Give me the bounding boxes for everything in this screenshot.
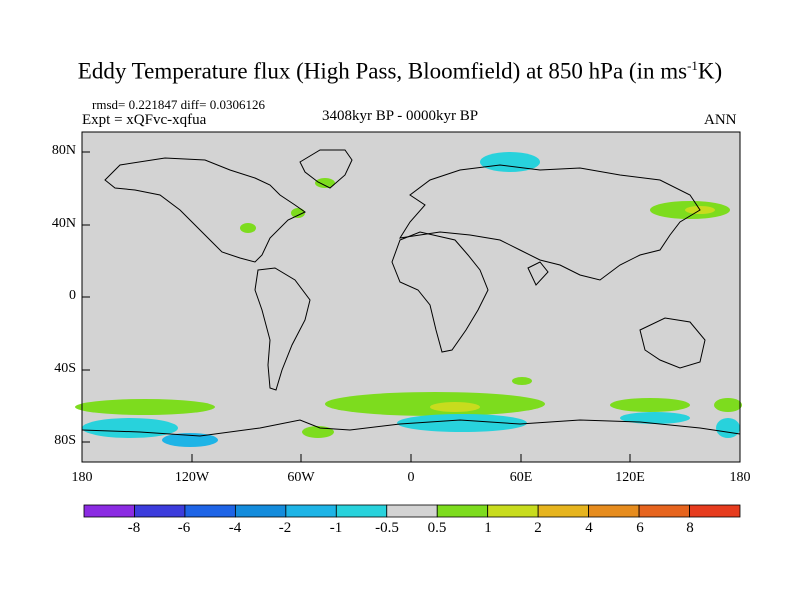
- colorbar-swatch: [134, 504, 186, 518]
- greenland-coast: [299, 149, 353, 189]
- patch-east-antarctic: [620, 412, 690, 424]
- patch-south-indian-east: [610, 398, 690, 412]
- colorbar-swatch: [83, 504, 135, 518]
- colorbar-label: -8: [127, 520, 141, 536]
- colorbar-label: 8: [686, 520, 694, 536]
- colorbar-swatch: [234, 504, 287, 518]
- patch-north-atlantic: [291, 208, 305, 218]
- colorbar: [83, 504, 741, 518]
- colorbar-label: -4: [228, 520, 242, 536]
- patch-south-pacific: [75, 399, 215, 415]
- lat-label-40s: 40S: [54, 361, 76, 376]
- india-coast: [527, 261, 549, 286]
- south-america-coast: [254, 267, 311, 391]
- colorbar-swatch: [588, 504, 640, 518]
- patch-weddell-east: [397, 414, 527, 432]
- title-end: K): [697, 58, 723, 84]
- australia-coast: [639, 317, 706, 369]
- anomaly-patches: [75, 152, 742, 447]
- colorbar-swatch: [335, 504, 388, 518]
- colorbar-label: 1: [484, 520, 492, 536]
- colorbar-label: -1: [329, 520, 343, 536]
- colorbar-label: 4: [585, 520, 593, 536]
- coastlines: [81, 149, 741, 437]
- colorbar-swatch: [638, 504, 690, 518]
- patch-greenland: [315, 178, 335, 188]
- patch-arctic-positive: [480, 152, 540, 172]
- patch-amundsen: [162, 433, 218, 447]
- lat-label-0: 0: [69, 288, 76, 303]
- expt-label: Expt = xQFvc-xqfua: [82, 112, 207, 128]
- patch-antarctic-peninsula: [302, 426, 334, 438]
- colorbar-label: 6: [636, 520, 644, 536]
- lon-label-120e: 120E: [615, 470, 645, 485]
- colorbar-swatch: [386, 504, 438, 518]
- rmsd-line: rmsd= 0.221847 diff= 0.0306126: [92, 97, 265, 112]
- colorbar-label: -2: [278, 520, 292, 536]
- chart-title: Eddy Temperature flux (High Pass, Bloomf…: [0, 58, 800, 85]
- colorbar-swatch: [285, 504, 337, 518]
- africa-coast: [391, 231, 489, 353]
- antarctica-coast: [81, 419, 741, 437]
- colorbar-swatch: [689, 504, 741, 518]
- lat-label-80s: 80S: [54, 433, 76, 448]
- lat-label-80n: 80N: [51, 143, 76, 158]
- colorbar-label: 0.5: [427, 520, 447, 536]
- colorbar-label: 2: [534, 520, 542, 536]
- colorbar-swatch: [537, 504, 590, 518]
- title-main: Eddy Temperature flux (High Pass, Bloomf…: [77, 58, 688, 84]
- title-superscript: -1: [687, 58, 698, 73]
- lon-label-180w: 180: [71, 470, 93, 485]
- season-label: ANN: [704, 112, 737, 128]
- lon-label-60e: 60E: [509, 470, 533, 485]
- lat-label-40n: 40N: [51, 216, 76, 231]
- colorbar-swatch: [184, 504, 236, 518]
- patch-south-atlantic-core: [430, 402, 480, 412]
- lon-label-120w: 120W: [174, 470, 210, 485]
- colorbar-swatch: [487, 504, 539, 518]
- patch-south-indian: [512, 377, 532, 385]
- colorbar-swatch: [436, 504, 489, 518]
- lon-label-180e: 180: [729, 470, 751, 485]
- eurasia-coast: [399, 164, 701, 281]
- patch-north-america: [240, 223, 256, 233]
- lon-label-0: 0: [407, 470, 415, 485]
- north-america-coast: [104, 157, 306, 263]
- patch-dateline-south: [714, 398, 742, 412]
- period-label: 3408kyr BP - 0000kyr BP: [322, 108, 479, 124]
- colorbar-label: -6: [177, 520, 191, 536]
- axis-ticks: [81, 151, 741, 462]
- lon-label-60w: 60W: [287, 470, 315, 485]
- patch-dateline-antarctic: [716, 418, 740, 438]
- colorbar-label: -0.5: [375, 520, 399, 536]
- patch-ross-sea: [82, 418, 178, 438]
